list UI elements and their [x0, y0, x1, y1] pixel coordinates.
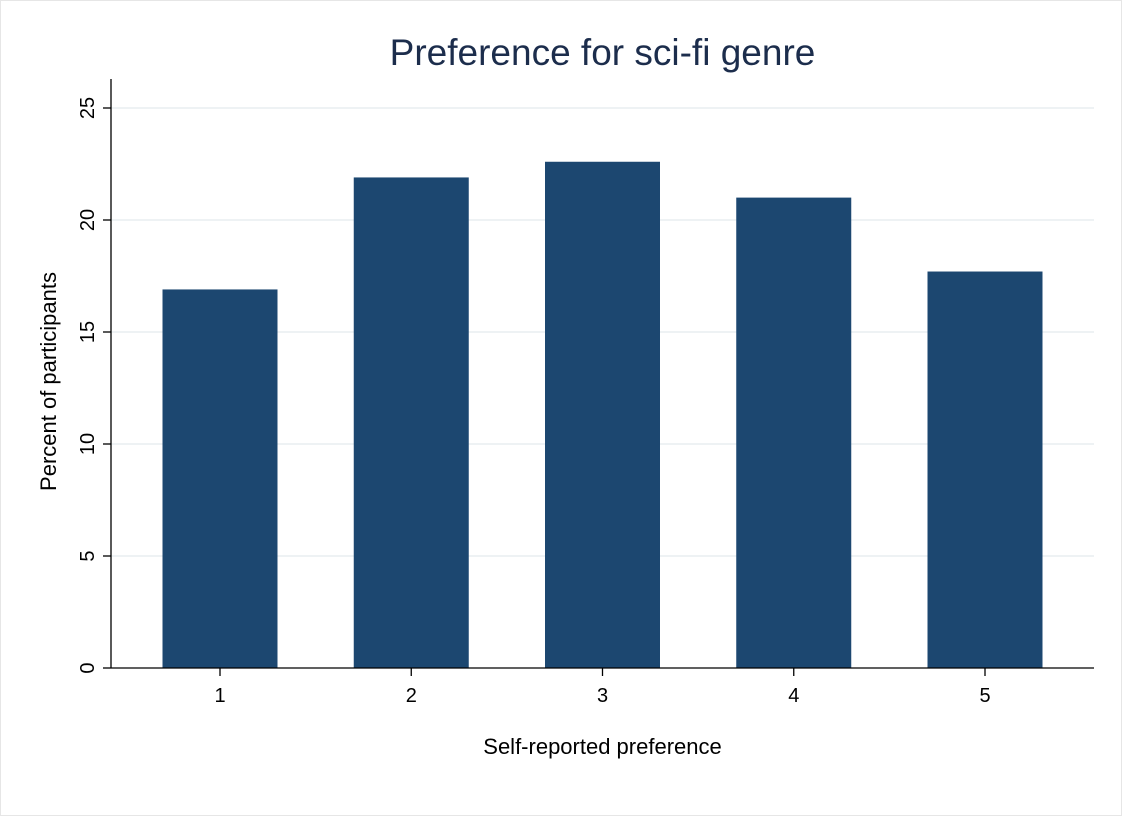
- x-tick-label: 3: [597, 685, 608, 707]
- y-tick-label: 0: [77, 662, 99, 673]
- bar: [545, 161, 660, 668]
- y-ticks: 0 5 10 15 20 25: [77, 97, 111, 674]
- bar: [353, 177, 469, 668]
- bars: [162, 161, 1043, 668]
- y-tick-label: 5: [77, 550, 99, 561]
- x-ticks: 1 2 3 4 5: [214, 668, 991, 707]
- y-tick-label: 20: [77, 209, 99, 231]
- y-tick-label: 15: [77, 321, 99, 343]
- x-axis-title: Self-reported preference: [483, 734, 721, 759]
- x-tick-label: 2: [406, 685, 417, 707]
- bar: [162, 289, 278, 668]
- x-tick-label: 4: [788, 685, 799, 707]
- y-axis-title: Percent of participants: [36, 272, 61, 491]
- y-tick-label: 25: [77, 97, 99, 119]
- x-tick-label: 1: [214, 685, 225, 707]
- y-tick-label: 10: [77, 433, 99, 455]
- x-tick-label: 5: [979, 685, 990, 707]
- bar: [736, 197, 852, 668]
- chart-title: Preference for sci-fi genre: [390, 32, 816, 73]
- bar: [927, 271, 1043, 668]
